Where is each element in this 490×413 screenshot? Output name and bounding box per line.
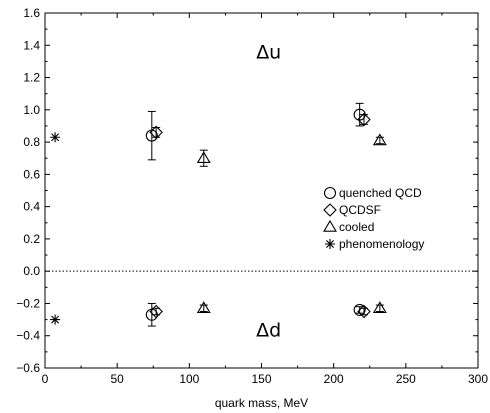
y-tick-label: 0.0 [23, 264, 40, 278]
qcdsf-point [149, 304, 163, 319]
y-tick-label: 1.0 [23, 103, 40, 117]
x-tick-label: 200 [324, 372, 344, 386]
x-tick-label: 300 [468, 372, 488, 386]
qcdsf-point [357, 304, 371, 319]
legend-marker-phenomenology [325, 239, 335, 249]
legend-label-qcdsf: QCDSF [339, 203, 381, 217]
legend-phenomenology-symbol [325, 239, 335, 249]
legend-quenched-qcd-symbol [323, 186, 337, 200]
cooled-point [372, 133, 387, 146]
x-axis-title: quark mass, MeV [215, 396, 308, 410]
legend-qcdsf-symbol [323, 203, 337, 217]
cooled-point [196, 301, 211, 314]
axis-ticks: 0 50 100 150 200 250 300 −0.6 −0.4 −0.2 0.0 0.2 0.4 0… [16, 6, 488, 386]
legend-marker-qcdsf [323, 203, 337, 217]
phenomenology-point [50, 314, 61, 325]
qcdsf-point [149, 125, 163, 140]
y-tick-label: 1.2 [23, 71, 40, 85]
cooled-point [372, 301, 387, 314]
y-tick-label: 0.2 [23, 232, 40, 246]
delta-d-annotation: Δd [256, 319, 281, 341]
y-tick-label: 0.6 [23, 167, 40, 181]
legend-label-quenched-qcd: quenched QCD [339, 186, 422, 200]
y-tick-label: 0.8 [23, 135, 40, 149]
x-tick-label: 250 [396, 372, 416, 386]
legend-cooled-symbol [323, 219, 337, 232]
delta-u-annotation: Δu [256, 42, 281, 64]
legend: quenched QCD QCDSF cooled phenomenology [323, 186, 424, 251]
qcdsf-point [357, 112, 371, 127]
cooled-point [196, 151, 211, 163]
x-tick-label: 100 [179, 372, 199, 386]
phenomenology-point [50, 132, 61, 143]
legend-marker-cooled [323, 219, 337, 232]
legend-label-cooled: cooled [339, 220, 374, 234]
quenched-qcd-point [353, 303, 366, 316]
x-tick-label: 150 [251, 372, 271, 386]
y-tick-label: 1.4 [23, 38, 40, 52]
y-tick-label: −0.2 [16, 296, 40, 310]
legend-label-phenomenology: phenomenology [339, 237, 424, 251]
x-tick-label: 0 [42, 372, 49, 386]
y-tick-label: −0.4 [16, 329, 40, 343]
y-tick-label: −0.6 [16, 361, 40, 375]
y-tick-label: 1.6 [23, 6, 40, 20]
legend-marker-quenched-qcd [323, 186, 337, 200]
data-marks [50, 102, 387, 327]
y-tick-label: 0.4 [23, 200, 40, 214]
x-tick-label: 50 [110, 372, 124, 386]
